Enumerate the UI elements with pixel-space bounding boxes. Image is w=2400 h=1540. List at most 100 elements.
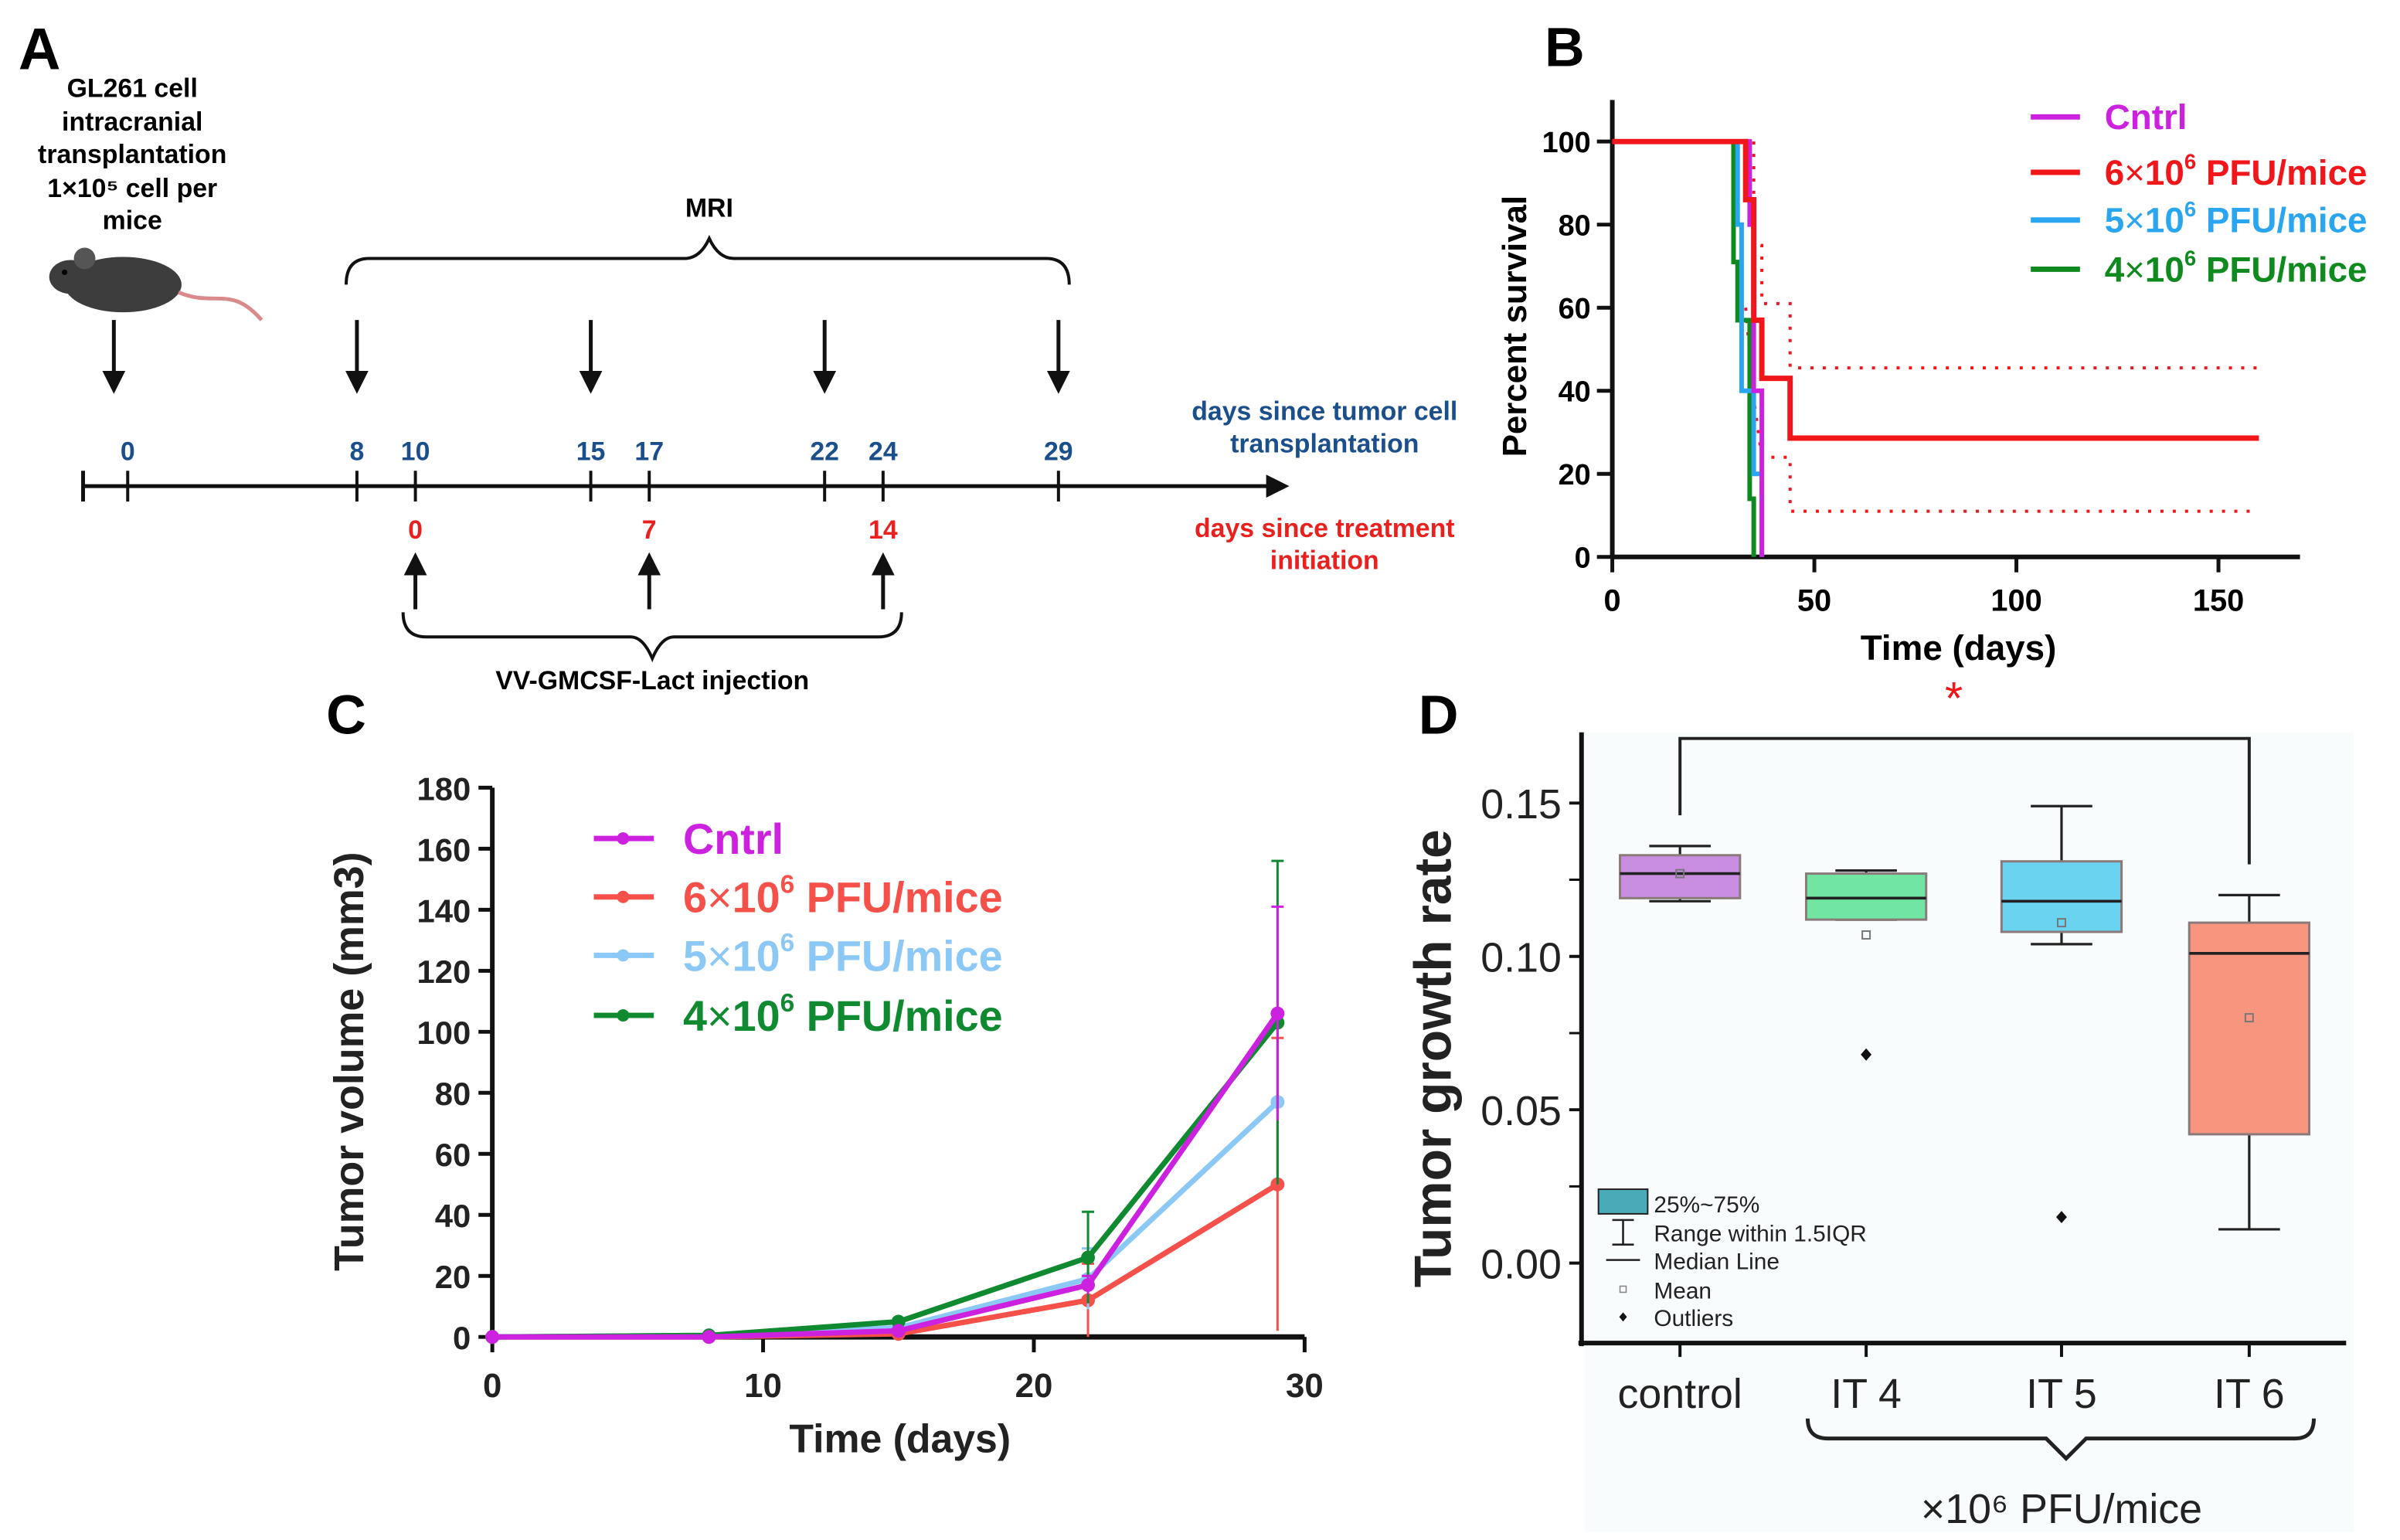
x-tick-label: 100: [1990, 583, 2041, 617]
tumor-day-label: 17: [634, 437, 664, 466]
x-tick-label: 150: [2193, 583, 2244, 617]
mean-marker: [2056, 918, 2066, 928]
tumor-day-label: 0: [121, 437, 135, 466]
data-point: [1081, 1278, 1096, 1293]
data-point: [1081, 1250, 1096, 1265]
tumor-day-label: 24: [869, 437, 898, 466]
legend-label: 25%~75%: [1654, 1192, 1759, 1218]
legend-label: 5×106 PFU/mice: [683, 929, 1003, 980]
mouse-icon: [49, 247, 263, 321]
treatment-day-label: 14: [869, 515, 898, 545]
legend-range-icon: [1612, 1219, 1634, 1246]
series-line: [492, 1011, 1280, 1340]
x-tick-label: 30: [1286, 1367, 1324, 1405]
y-tick-label: 40: [1559, 376, 1591, 409]
significance-bracket: [1678, 736, 2251, 865]
data-point: [702, 1330, 716, 1345]
legend-unit: PFU/mice: [794, 992, 1002, 1040]
category-label: IT 5: [2026, 1371, 2097, 1417]
y-tick-label: 0.00: [1480, 1242, 1562, 1288]
legend-base: 10: [733, 932, 780, 980]
category-label: control: [1618, 1371, 1742, 1417]
legend-unit: PFU/mice: [794, 874, 1002, 922]
y-tick-label: 60: [435, 1137, 471, 1173]
growth-rate-boxplot: 0.00 0.05 0.10 0.15 Tumor growth rate control…: [1405, 732, 2354, 1532]
legend-base: 10: [2145, 201, 2184, 240]
intro-text: intracranial: [62, 107, 202, 137]
y-tick-label: 0.10: [1480, 935, 1562, 981]
panel-label-d: D: [1419, 685, 1459, 746]
y-tick-label: 140: [417, 892, 471, 929]
x-tick-label: 0: [1604, 583, 1621, 617]
legend-times: ×: [2124, 250, 2145, 289]
y-tick-label: 80: [435, 1076, 471, 1112]
legend-base: 10: [733, 874, 780, 922]
legend-label: 4×106 PFU/mice: [683, 989, 1003, 1040]
legend-unit: PFU/mice: [2196, 153, 2367, 192]
legend-label: 4×106 PFU/mice: [2105, 246, 2368, 290]
x-axis-label: Time (days): [789, 1416, 1011, 1461]
legend-unit: PFU/mice: [794, 932, 1002, 980]
intro-text: 1×10⁵ cell per: [47, 174, 217, 203]
legend-label: Outliers: [1654, 1306, 1733, 1331]
y-tick-label: 160: [417, 831, 471, 868]
survival-chart: 0 20 40 60 80 100 0 50 100 150 Time (days) Percent …: [1496, 97, 2367, 724]
y-tick-label: 80: [1559, 210, 1591, 243]
tumor-day-label: 8: [350, 437, 365, 466]
tumor-day-label: 29: [1044, 437, 1073, 466]
legend-exp: 6: [2184, 149, 2196, 173]
legend-times: ×: [707, 932, 733, 980]
treatment-day-label: 0: [408, 515, 423, 545]
y-tick-label: 0.05: [1480, 1088, 1562, 1134]
mean-marker: [1861, 930, 1871, 940]
tumor-day-label: 10: [401, 437, 430, 466]
x-tick-label: 0: [483, 1367, 501, 1405]
series-line: [492, 1100, 1280, 1340]
category-label: IT 4: [1831, 1371, 1902, 1417]
data-point: [485, 1330, 500, 1345]
legend-exp: 6: [2184, 246, 2196, 270]
y-tick-label: 100: [417, 1015, 471, 1051]
legend-exp: 6: [780, 989, 795, 1018]
legend-label: 6×106 PFU/mice: [683, 871, 1003, 922]
y-tick-label: 20: [435, 1259, 471, 1295]
legend-mean-icon: [1619, 1285, 1627, 1294]
significance-star: *: [1945, 672, 1963, 724]
survival-curve: [1612, 139, 1765, 557]
tumor-volume-chart: 0 20 40 60 80 100 120 140 160 180 0 10 20 30 Time (day…: [326, 770, 1324, 1460]
mri-brace: [344, 234, 1071, 285]
legend-label: Mean: [1654, 1278, 1712, 1304]
injection-brace: [401, 612, 903, 663]
box-iqr: [1619, 854, 1742, 899]
y-tick-label: 120: [417, 954, 471, 990]
x-axis-label: Time (days): [1861, 628, 2057, 668]
x-tick-label: 50: [1797, 583, 1831, 617]
legend-label: Cntrl: [2105, 97, 2188, 137]
legend-times: ×: [707, 992, 733, 1040]
survival-curve: [1612, 138, 2259, 441]
y-tick-label: 40: [435, 1198, 471, 1234]
legend-label: 5×106 PFU/mice: [2105, 197, 2368, 240]
tumor-day-label: 15: [576, 437, 606, 466]
legend-exp: 6: [2184, 197, 2196, 221]
legend-coef: 5: [2105, 201, 2124, 240]
legend-coef: 4: [683, 992, 707, 1040]
legend-label: 6×106 PFU/mice: [2105, 149, 2368, 192]
legend-marker: [617, 832, 630, 845]
mean-marker: [1675, 869, 1685, 879]
outlier-marker: [2055, 1211, 2067, 1224]
y-axis-label: Tumor growth rate: [1405, 829, 1463, 1287]
legend-label: Median Line: [1654, 1249, 1780, 1275]
legend-coef: 6: [683, 874, 707, 922]
y-tick-label: 0.15: [1480, 781, 1562, 828]
legend-unit: PFU/mice: [2196, 250, 2367, 289]
timeline-panel: GL261 cell intracranial transplantation 1×1…: [38, 73, 1457, 695]
y-axis-label: Tumor volume (mm3): [326, 852, 372, 1272]
group-brace: [1805, 1418, 2316, 1461]
legend-unit: PFU/mice: [2196, 201, 2367, 240]
panel-label-c: C: [326, 685, 366, 746]
treatment-days-caption: days since treatment: [1195, 514, 1455, 543]
intro-text: transplantation: [38, 140, 226, 169]
ci-lower-line: [1744, 308, 2259, 513]
